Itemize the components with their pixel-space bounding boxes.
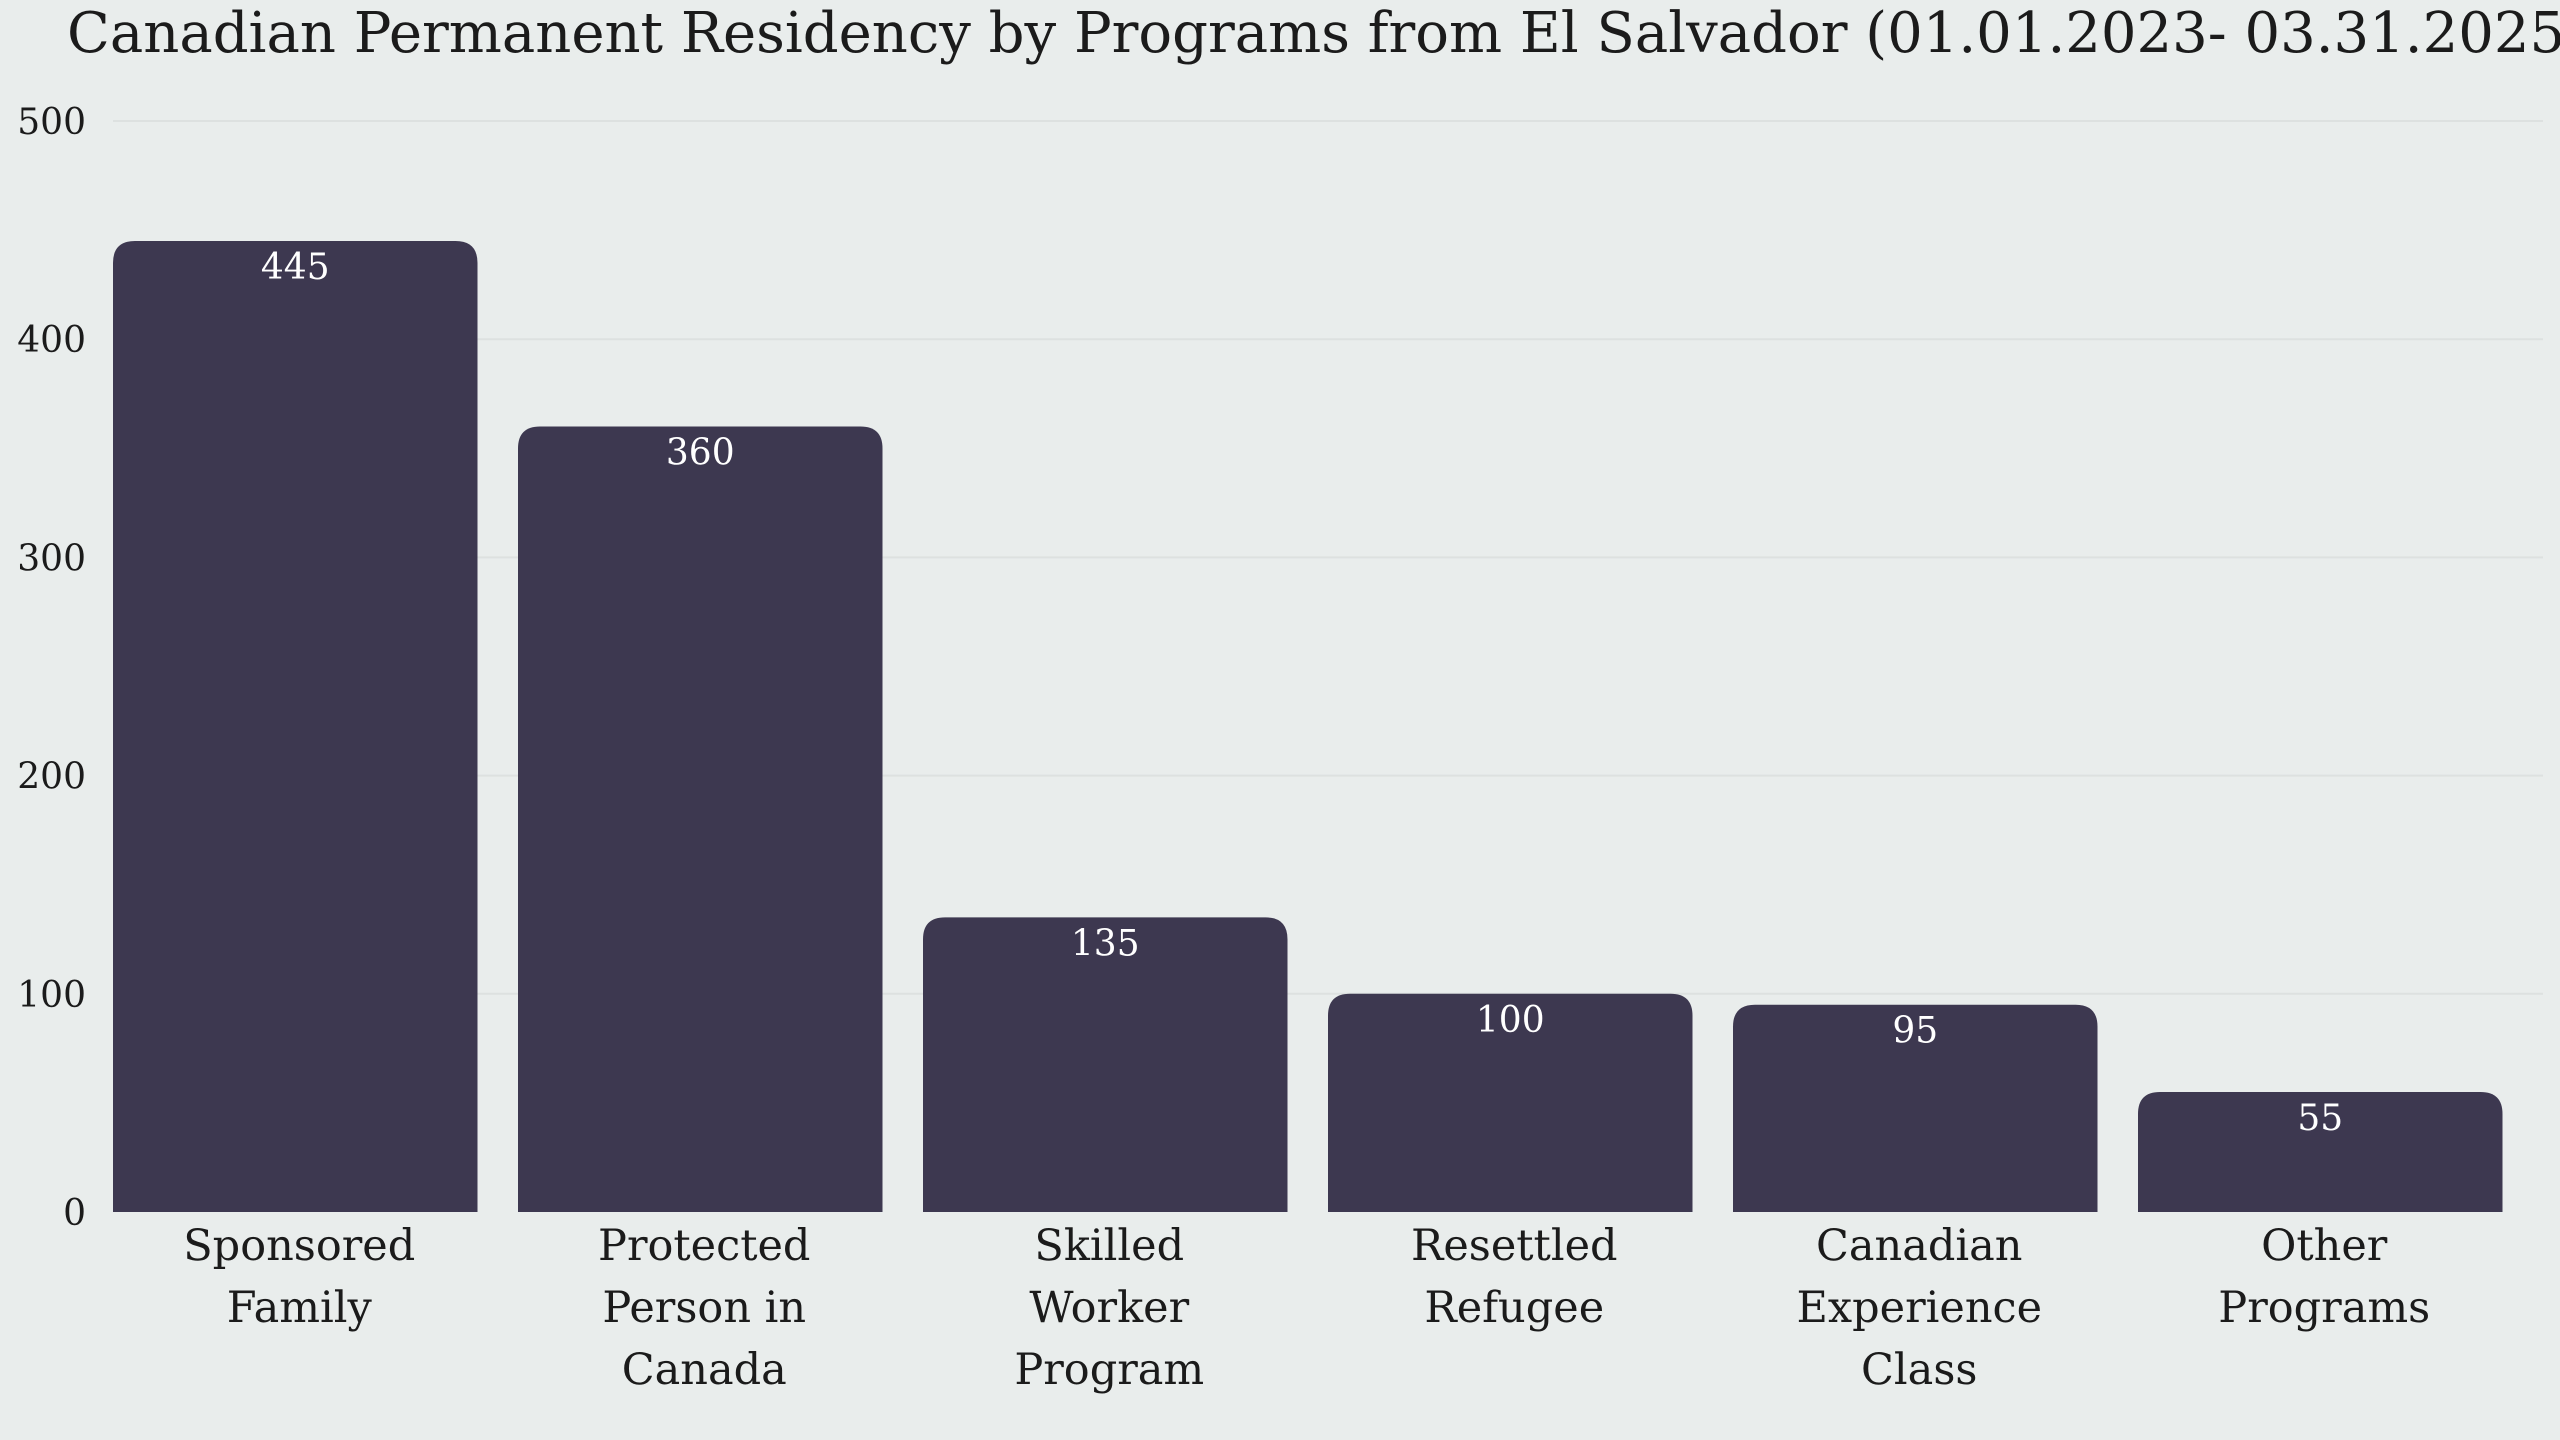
bar <box>1328 993 1693 1212</box>
x-tick-label: Resettled Refugee <box>1411 1221 1618 1333</box>
x-tick-label-line: Person in <box>602 1283 806 1333</box>
y-tick-label: 0 <box>63 1193 86 1234</box>
bar <box>1733 1004 2098 1212</box>
data-label: 100 <box>1476 1000 1545 1041</box>
y-tick-label: 400 <box>17 320 86 361</box>
x-tick-label-line: Programs <box>2218 1283 2430 1333</box>
bar <box>923 917 1288 1212</box>
x-tick-label-line: Family <box>227 1283 373 1333</box>
x-tick-label: Other Programs <box>2218 1221 2430 1333</box>
x-tick-label-line: Sponsored <box>183 1221 415 1271</box>
data-label: 95 <box>1892 1011 1938 1052</box>
x-tick-label-line: Refugee <box>1424 1283 1604 1333</box>
bar <box>113 241 478 1212</box>
x-axis: Sponsored Family Protected Person in Canada S… <box>183 1221 2430 1395</box>
x-tick-label: Sponsored Family <box>183 1221 415 1333</box>
x-tick-label: Canadian Experience Class <box>1796 1221 2042 1395</box>
x-tick-label-line: Skilled <box>1034 1221 1184 1271</box>
x-tick-label: Skilled Worker Program <box>1014 1221 1204 1395</box>
x-tick-label: Protected Person in Canada <box>598 1221 810 1395</box>
x-tick-label-line: Resettled <box>1411 1221 1618 1271</box>
x-tick-label-line: Protected <box>598 1221 810 1271</box>
bar <box>2138 1091 2503 1212</box>
x-tick-label-line: Experience <box>1796 1283 2042 1333</box>
x-tick-label-line: Worker <box>1029 1283 1189 1333</box>
data-label: 360 <box>666 432 735 473</box>
x-tick-label-line: Other <box>2261 1221 2388 1271</box>
x-tick-label-line: Class <box>1861 1345 1977 1395</box>
x-tick-label-line: Program <box>1014 1345 1204 1395</box>
y-axis: 0 100 200 300 400 500 <box>17 102 86 1234</box>
y-tick-label: 300 <box>17 538 86 579</box>
data-label: 445 <box>261 247 330 288</box>
x-tick-label-line: Canadian <box>1816 1221 2022 1271</box>
data-label: 135 <box>1071 923 1140 964</box>
data-labels: 445 360 135 100 95 55 <box>261 247 2343 1139</box>
data-label: 55 <box>2297 1098 2343 1139</box>
y-tick-label: 200 <box>17 757 86 798</box>
y-tick-label: 500 <box>17 102 86 143</box>
bar <box>518 426 883 1213</box>
bars <box>113 241 2503 1213</box>
y-tick-label: 100 <box>17 975 86 1016</box>
chart-title: Canadian Permanent Residency by Programs… <box>67 1 2560 66</box>
x-tick-label-line: Canada <box>622 1345 787 1395</box>
